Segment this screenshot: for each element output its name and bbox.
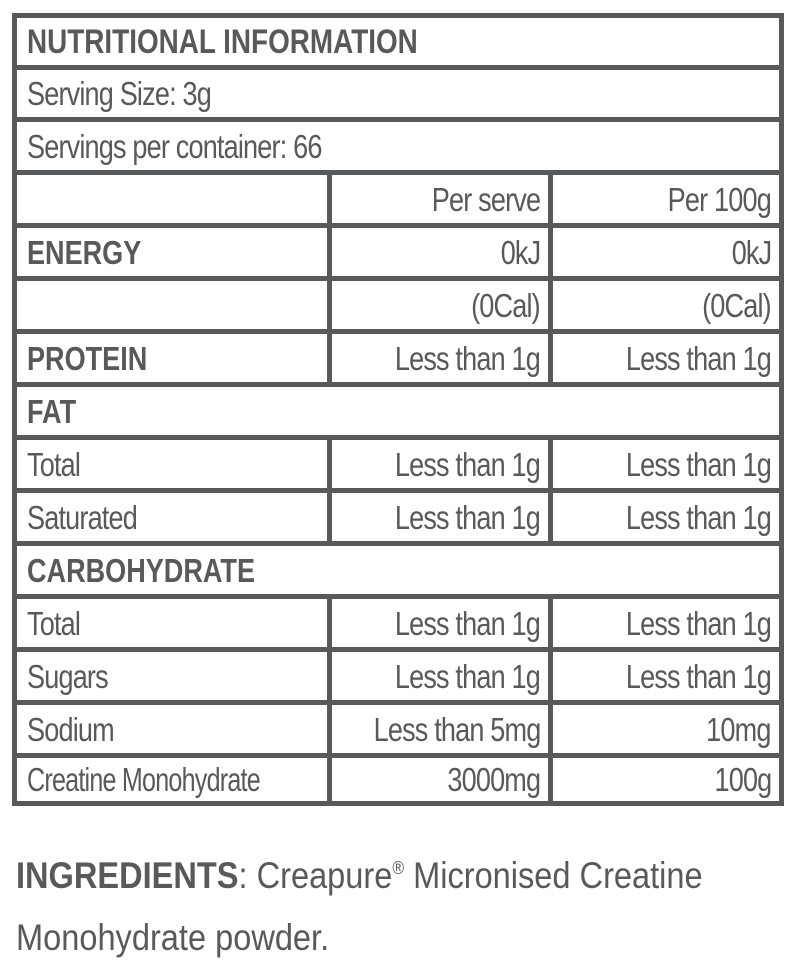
servings-per-container-row: Servings per container: 66 <box>17 122 779 170</box>
per-100g-value: 100g <box>714 761 772 798</box>
per-100g-cell: 100g <box>553 758 779 801</box>
section-label: FAT <box>27 392 77 430</box>
header-label-cell <box>17 175 327 223</box>
per-100g-cell: (0Cal) <box>553 281 779 329</box>
column-header-row: Per serve Per 100g <box>17 175 779 223</box>
table-row: PROTEIN Less than 1g Less than 1g <box>17 334 779 382</box>
row-label: ENERGY <box>27 233 142 271</box>
row-label-cell: ENERGY <box>17 228 327 276</box>
table-row: Total Less than 1g Less than 1g <box>17 440 779 488</box>
row-label-cell: Sodium <box>17 705 327 753</box>
per-100g-value: 10mg <box>706 710 772 748</box>
header-per-100g-cell: Per 100g <box>553 175 779 223</box>
header-per-serve-cell: Per serve <box>332 175 548 223</box>
servings-per-container: Servings per container: 66 <box>27 127 322 165</box>
per-serve-cell: Less than 1g <box>332 652 548 700</box>
row-label-cell: Total <box>17 599 327 647</box>
nutrition-panel: NUTRITIONAL INFORMATION Serving Size: 3g… <box>12 13 784 806</box>
row-label: PROTEIN <box>27 339 148 377</box>
row-label: Creatine Monohydrate <box>27 761 261 798</box>
nutrition-title-row: NUTRITIONAL INFORMATION <box>17 18 779 65</box>
nutrition-title-cell: NUTRITIONAL INFORMATION <box>17 18 779 65</box>
table-row: Creatine Monohydrate 3000mg 100g <box>17 758 779 801</box>
servings-per-container-cell: Servings per container: 66 <box>17 122 779 170</box>
row-label-cell: Sugars <box>17 652 327 700</box>
header-per-serve: Per serve <box>431 180 541 218</box>
ingredients-line1-rest: Micronised Creatine <box>413 855 703 896</box>
row-label: Total <box>27 604 81 642</box>
table-row: Total Less than 1g Less than 1g <box>17 599 779 647</box>
per-100g-value: Less than 1g <box>625 498 772 536</box>
per-serve-value: Less than 5mg <box>373 710 541 748</box>
per-100g-cell: Less than 1g <box>553 599 779 647</box>
per-serve-cell: Less than 1g <box>332 334 548 382</box>
per-serve-value: 0kJ <box>500 233 540 271</box>
ingredients-line-2: Monohydrate powder. <box>16 917 330 958</box>
section-label-cell: FAT <box>17 387 779 435</box>
per-serve-value: (0Cal) <box>471 286 541 324</box>
ingredients-separator: : <box>238 855 248 896</box>
per-serve-cell: Less than 5mg <box>332 705 548 753</box>
per-serve-cell: 0kJ <box>332 228 548 276</box>
per-serve-cell: Less than 1g <box>332 599 548 647</box>
nutrition-title: NUTRITIONAL INFORMATION <box>27 22 418 61</box>
per-serve-cell: (0Cal) <box>332 281 548 329</box>
per-100g-value: (0Cal) <box>702 286 772 324</box>
header-per-100g: Per 100g <box>667 180 772 218</box>
per-100g-value: Less than 1g <box>625 339 772 377</box>
per-serve-value: Less than 1g <box>394 339 541 377</box>
per-serve-value: Less than 1g <box>394 445 541 483</box>
ingredients-line-1: INGREDIENTS: Creapure® Micronised Creati… <box>16 848 703 910</box>
per-serve-value: Less than 1g <box>394 498 541 536</box>
per-100g-cell: 10mg <box>553 705 779 753</box>
row-label: Sodium <box>27 710 115 748</box>
serving-size-cell: Serving Size: 3g <box>17 70 779 117</box>
row-label-cell <box>17 281 327 329</box>
per-serve-value: Less than 1g <box>394 604 541 642</box>
row-label: Total <box>27 445 81 483</box>
section-row-carbohydrate: CARBOHYDRATE <box>17 546 779 594</box>
row-label-cell: Saturated <box>17 493 327 541</box>
table-row: (0Cal) (0Cal) <box>17 281 779 329</box>
table-row: Sugars Less than 1g Less than 1g <box>17 652 779 700</box>
serving-size: Serving Size: 3g <box>27 75 212 112</box>
registered-mark: ® <box>392 858 405 878</box>
per-100g-cell: Less than 1g <box>553 440 779 488</box>
row-label: Sugars <box>27 657 109 695</box>
per-serve-cell: Less than 1g <box>332 440 548 488</box>
per-100g-cell: Less than 1g <box>553 334 779 382</box>
per-serve-cell: Less than 1g <box>332 493 548 541</box>
per-serve-value: Less than 1g <box>394 657 541 695</box>
ingredients-brand: Creapure <box>256 855 393 896</box>
row-label-cell: Total <box>17 440 327 488</box>
row-label-cell: PROTEIN <box>17 334 327 382</box>
section-row-fat: FAT <box>17 387 779 435</box>
serving-size-row: Serving Size: 3g <box>17 70 779 117</box>
per-100g-value: Less than 1g <box>625 657 772 695</box>
section-label-cell: CARBOHYDRATE <box>17 546 779 594</box>
per-100g-cell: Less than 1g <box>553 493 779 541</box>
table-row: Saturated Less than 1g Less than 1g <box>17 493 779 541</box>
ingredients-label: INGREDIENTS <box>16 855 239 896</box>
per-100g-value: 0kJ <box>731 233 771 271</box>
per-serve-value: 3000mg <box>447 761 541 798</box>
row-label-cell: Creatine Monohydrate <box>17 758 327 801</box>
ingredients-block: INGREDIENTS: Creapure® Micronised Creati… <box>16 848 786 966</box>
per-100g-value: Less than 1g <box>625 445 772 483</box>
per-100g-value: Less than 1g <box>625 604 772 642</box>
per-100g-cell: 0kJ <box>553 228 779 276</box>
section-label: CARBOHYDRATE <box>27 551 256 589</box>
per-serve-cell: 3000mg <box>332 758 548 801</box>
table-row: ENERGY 0kJ 0kJ <box>17 228 779 276</box>
row-label: Saturated <box>27 498 138 536</box>
per-100g-cell: Less than 1g <box>553 652 779 700</box>
table-row: Sodium Less than 5mg 10mg <box>17 705 779 753</box>
